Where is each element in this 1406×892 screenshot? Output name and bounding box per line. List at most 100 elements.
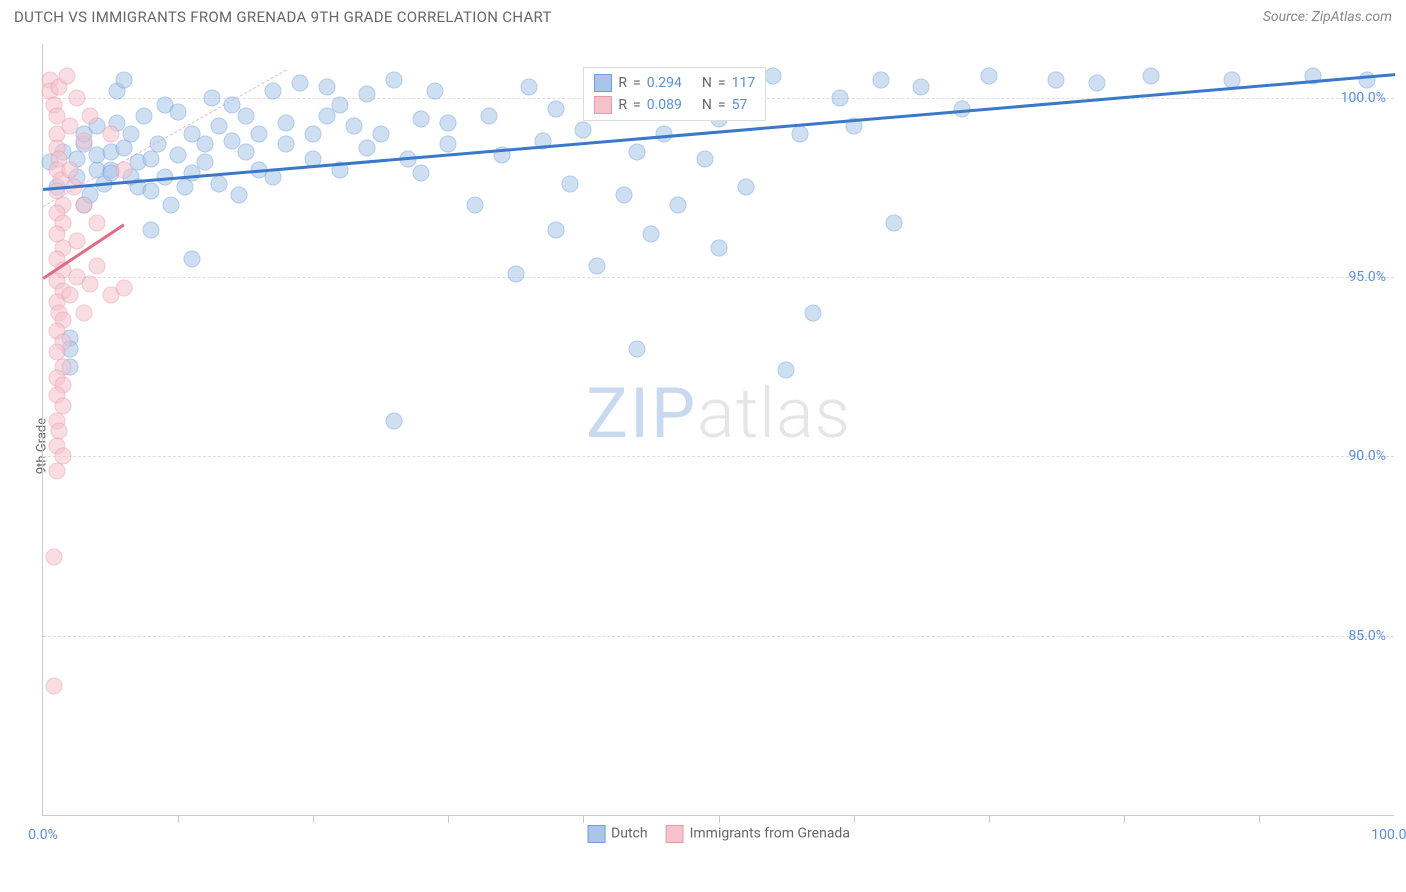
chart-header: DUTCH VS IMMIGRANTS FROM GRENADA 9TH GRA… [0, 0, 1406, 34]
x-tick-label: 0.0% [28, 827, 58, 843]
data-point [886, 215, 903, 232]
legend-r-value: 0.294 [647, 75, 682, 91]
data-point [778, 362, 795, 379]
data-point [197, 154, 214, 171]
legend-eq: = [718, 97, 726, 113]
data-point [386, 412, 403, 429]
legend-eq: = [633, 97, 641, 113]
data-point [122, 125, 139, 142]
x-tick-label: 100.0% [1371, 827, 1406, 843]
x-tick [583, 815, 584, 823]
legend-n-label: N [702, 75, 712, 91]
data-point [548, 100, 565, 117]
plot-area: ZIPatlas 85.0%90.0%95.0%100.0%0.0%100.0%… [42, 44, 1394, 816]
legend-eq: = [718, 75, 726, 91]
data-point [588, 258, 605, 275]
legend-r-value: 0.089 [647, 97, 682, 113]
chart-source: Source: ZipAtlas.com [1263, 9, 1392, 25]
data-point [45, 548, 62, 565]
legend-r-label: R [618, 75, 627, 91]
legend-n-value: 57 [732, 97, 748, 113]
data-point [230, 186, 247, 203]
legend-swatch [666, 825, 684, 843]
data-point [136, 107, 153, 124]
data-point [291, 75, 308, 92]
data-point [278, 114, 295, 131]
data-point [203, 89, 220, 106]
data-point [305, 125, 322, 142]
data-point [62, 287, 79, 304]
data-point [116, 71, 133, 88]
data-point [82, 276, 99, 293]
legend-label: Dutch [611, 826, 648, 842]
data-point [264, 82, 281, 99]
data-point [68, 89, 85, 106]
data-point [413, 111, 430, 128]
data-point [805, 304, 822, 321]
data-point [615, 186, 632, 203]
data-point [642, 226, 659, 243]
watermark-atlas: atlas [697, 373, 851, 455]
x-tick [313, 815, 314, 823]
data-point [791, 125, 808, 142]
legend-item: Immigrants from Grenada [666, 825, 850, 843]
data-point [163, 197, 180, 214]
data-point [359, 86, 376, 103]
gridline [43, 277, 1394, 278]
data-point [669, 197, 686, 214]
data-point [980, 68, 997, 85]
data-point [62, 118, 79, 135]
data-point [82, 107, 99, 124]
correlation-legend: R=0.294N=117R=0.089N=57 [583, 67, 766, 121]
data-point [832, 89, 849, 106]
data-point [75, 132, 92, 149]
data-point [75, 197, 92, 214]
data-point [89, 258, 106, 275]
data-point [359, 139, 376, 156]
legend-swatch [587, 825, 605, 843]
data-point [143, 183, 160, 200]
data-point [440, 136, 457, 153]
legend-row: R=0.294N=117 [594, 72, 755, 94]
data-point [507, 265, 524, 282]
y-tick-label: 85.0% [1348, 628, 1386, 644]
data-point [872, 71, 889, 88]
data-point [68, 233, 85, 250]
gridline [43, 636, 1394, 637]
x-tick [1259, 815, 1260, 823]
data-point [696, 150, 713, 167]
data-point [116, 279, 133, 296]
legend-n-label: N [702, 97, 712, 113]
legend-swatch [594, 74, 612, 92]
data-point [426, 82, 443, 99]
data-point [278, 136, 295, 153]
data-point [48, 462, 65, 479]
data-point [210, 118, 227, 135]
data-point [913, 79, 930, 96]
data-point [1142, 68, 1159, 85]
x-tick [854, 815, 855, 823]
data-point [170, 104, 187, 121]
data-point [251, 125, 268, 142]
data-point [102, 125, 119, 142]
y-tick-label: 95.0% [1348, 269, 1386, 285]
legend-label: Immigrants from Grenada [690, 826, 850, 842]
data-point [548, 222, 565, 239]
legend-n-value: 117 [732, 75, 756, 91]
y-tick-label: 90.0% [1348, 448, 1386, 464]
chart-title: DUTCH VS IMMIGRANTS FROM GRENADA 9TH GRA… [14, 8, 552, 26]
data-point [372, 125, 389, 142]
chart-container: 9th Grade ZIPatlas 85.0%90.0%95.0%100.0%… [42, 44, 1394, 848]
data-point [89, 215, 106, 232]
data-point [75, 304, 92, 321]
data-point [59, 68, 76, 85]
data-point [561, 175, 578, 192]
legend-item: Dutch [587, 825, 648, 843]
data-point [332, 96, 349, 113]
x-tick [448, 815, 449, 823]
x-tick [989, 815, 990, 823]
data-point [62, 161, 79, 178]
data-point [197, 136, 214, 153]
watermark: ZIPatlas [586, 373, 851, 455]
data-point [629, 340, 646, 357]
